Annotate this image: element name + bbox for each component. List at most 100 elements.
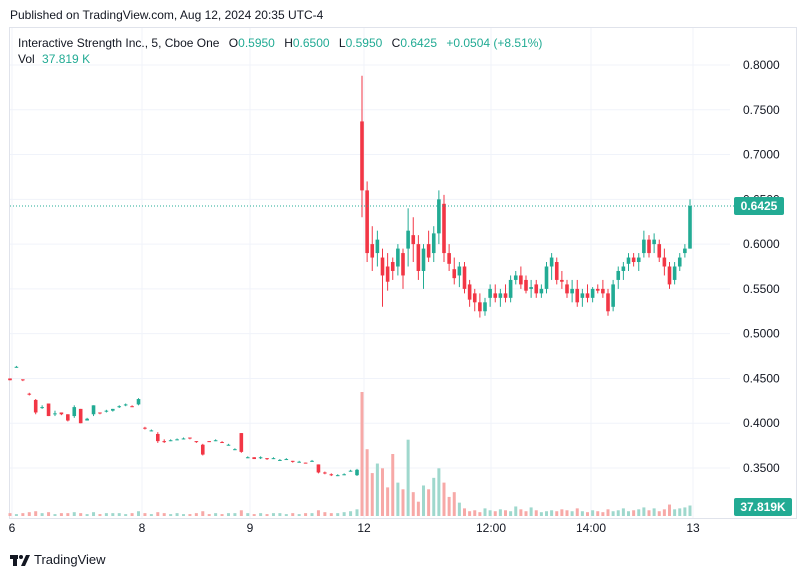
volume-bar [40,513,44,516]
volume-bar [98,514,102,516]
volume-bar [432,477,436,516]
volume-bar [539,512,543,516]
volume-bar [375,463,379,516]
candle-body [606,293,610,312]
candle-body [621,266,626,271]
candle-body [136,399,141,405]
volume-bar [509,511,513,516]
volume-bar [117,513,121,516]
candle-body [677,257,682,267]
volume-bar [53,514,57,516]
candle-body [431,233,436,254]
high-label: H [284,36,293,50]
published-note: Published on TradingView.com, Aug 12, 20… [10,8,324,22]
high-value: 0.6500 [292,36,330,50]
candle-body [508,279,513,298]
footer-branding[interactable]: TradingView [10,551,106,567]
candle-body [447,253,451,264]
candle-body [539,288,544,294]
volume-bar [220,514,224,516]
y-tick-label: 0.4500 [743,371,780,385]
candle-body [207,441,212,443]
x-tick-label: 8 [139,521,146,535]
volume-bar [252,514,256,516]
volume-bar [156,512,160,516]
volume-bar [550,510,554,516]
volume-bar [21,513,25,516]
volume-bar [365,449,369,516]
y-tick-label: 0.3500 [743,461,780,475]
candle-body [483,302,487,312]
candle-body [213,440,218,442]
candle-body [416,244,421,271]
candle-body [310,460,314,462]
candle-body [303,462,308,464]
last-volume-label: 37.819K [740,500,786,514]
volume-bar [437,468,441,516]
candle-body [265,458,269,460]
volume-bar [336,513,340,516]
candle-body [652,239,656,245]
volume-bar [632,510,636,516]
candle-body [21,379,25,381]
volume-bar [478,512,482,516]
candle-body [688,206,692,249]
candle-body [290,460,295,462]
volume-bar [606,509,610,516]
volume-bar [657,511,661,516]
candle-body [258,457,263,459]
volume-bar [72,512,76,516]
candle-body [457,266,462,276]
volume-bar [498,509,502,516]
volume-bar [182,514,185,516]
candle-body [8,378,12,381]
y-tick-label: 0.6000 [743,237,780,251]
candle-body [226,444,231,446]
volume-bar [488,510,492,516]
y-tick-label: 0.4000 [743,416,780,430]
candle-body [442,203,446,254]
candle-body [421,248,426,271]
candle-body [33,399,38,413]
volume-bar [652,508,656,516]
volume-bar [565,510,569,516]
volume-bar [85,514,89,516]
x-tick-label: 6 [9,521,16,535]
candle-body [194,441,199,443]
volume-bar [304,513,308,516]
last-volume-tag [734,498,792,516]
volume-bar [259,513,263,516]
volume-bar [360,392,364,516]
volume-bar [284,514,288,516]
candle-body [323,472,327,474]
volume-bar [427,489,431,516]
volume-bar [59,513,63,516]
candle-body [130,406,134,408]
candle-body [524,279,528,291]
candle-body [123,404,128,406]
volume-bar [27,512,31,516]
candle-body [200,444,205,455]
candle-body [278,459,282,461]
candle-body [616,270,621,280]
volume-bar [297,514,301,516]
candle-body [565,284,569,294]
candle-body [46,403,51,417]
candle-body [155,433,160,442]
candle-body [672,266,677,280]
candle-body [14,366,19,368]
volume-bar [14,514,18,516]
volume-bar [683,507,687,516]
y-tick-label: 0.5000 [743,327,780,341]
candle-body [462,266,467,289]
candle-body [585,293,590,298]
volume-bar [678,508,682,516]
volume-bar [637,509,641,516]
legend-row-volume: Vol 37.819 K [18,51,542,67]
x-tick-label: 9 [247,521,254,535]
volume-bar [688,505,692,516]
candle-body [162,441,167,443]
volume-bar [396,482,400,516]
open-label: O [228,36,239,50]
